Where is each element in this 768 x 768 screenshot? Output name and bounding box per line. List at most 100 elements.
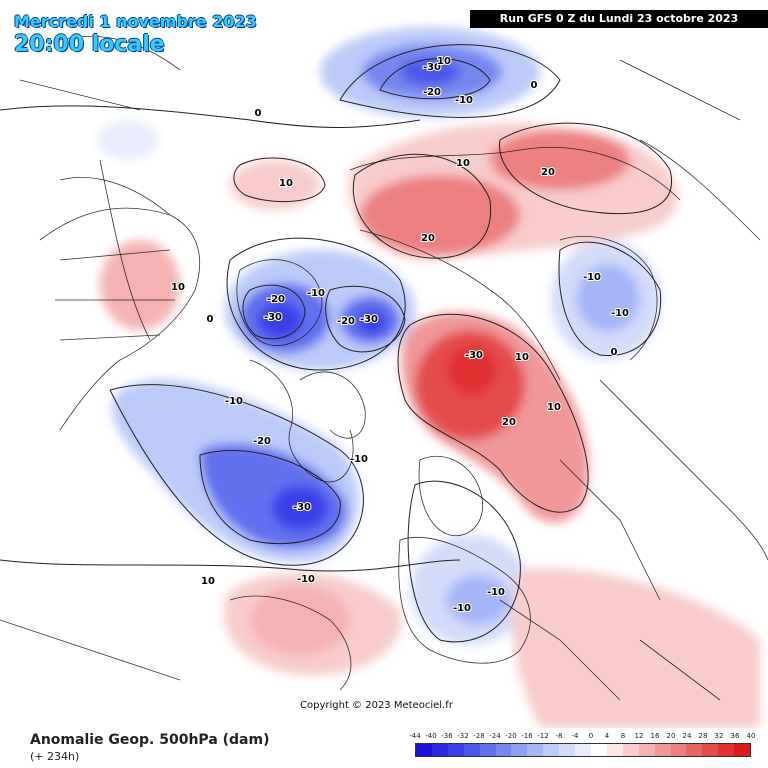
contour-label: 0 bbox=[531, 80, 538, 91]
contour-label: 10 bbox=[201, 576, 215, 587]
legend-swatch bbox=[686, 744, 703, 756]
contour-label: 10 bbox=[547, 402, 561, 413]
contour-line bbox=[352, 153, 492, 259]
contour-line bbox=[325, 285, 406, 353]
contour-label: 0 bbox=[255, 108, 262, 119]
legend-tick: -12 bbox=[537, 732, 549, 740]
legend-swatch bbox=[590, 744, 607, 756]
legend-tick: 12 bbox=[634, 732, 644, 740]
contour-line bbox=[242, 284, 306, 340]
coastline bbox=[229, 595, 352, 691]
legend-tick: -32 bbox=[457, 732, 469, 740]
legend-tick: 24 bbox=[682, 732, 692, 740]
contour-label: 10 bbox=[456, 158, 470, 169]
legend-swatch bbox=[606, 744, 623, 756]
high-anomaly-area bbox=[100, 240, 180, 330]
legend-swatch bbox=[511, 744, 528, 756]
contour-label: -10 bbox=[307, 288, 325, 299]
legend-tick: 32 bbox=[714, 732, 724, 740]
legend-ticks: -44 -40 -36 -32 -28 -24 -20 -16 -12 -8 -4 0 4 8 12 16 20… bbox=[409, 732, 755, 742]
contour-label: -30 bbox=[293, 502, 311, 513]
coastline bbox=[249, 359, 354, 483]
run-info: Run GFS 0 Z du Lundi 23 octobre 2023 bbox=[470, 10, 768, 28]
contour-line bbox=[199, 450, 341, 545]
contour-label: 10 bbox=[437, 56, 451, 67]
contour-label: -10 bbox=[455, 95, 473, 106]
legend-swatch bbox=[718, 744, 735, 756]
contour-label: -10 bbox=[487, 587, 505, 598]
legend-swatches bbox=[415, 743, 751, 757]
legend-tick: -24 bbox=[489, 732, 501, 740]
contour-line bbox=[558, 241, 662, 357]
low-anomaly-center bbox=[272, 486, 328, 530]
contour-line bbox=[339, 44, 561, 118]
high-anomaly-area bbox=[230, 160, 320, 210]
legend-tick: 20 bbox=[666, 732, 676, 740]
contour-label: 10 bbox=[171, 282, 185, 293]
legend-swatch bbox=[734, 744, 751, 756]
contour-line bbox=[226, 237, 406, 371]
contour-label: -10 bbox=[611, 308, 629, 319]
contour-line bbox=[499, 122, 672, 215]
coastline bbox=[418, 455, 483, 537]
legend-tick: 36 bbox=[730, 732, 740, 740]
contour-label: -10 bbox=[225, 396, 243, 407]
low-anomaly-center bbox=[400, 58, 460, 86]
contour-label: -30 bbox=[360, 314, 378, 325]
legend-swatch bbox=[575, 744, 591, 756]
contour-label: -10 bbox=[350, 454, 368, 465]
legend-tick: -8 bbox=[555, 732, 563, 740]
forecast-time: 20:00 locale bbox=[14, 32, 165, 57]
legend-swatch bbox=[622, 744, 639, 756]
legend-swatch bbox=[670, 744, 687, 756]
coastline bbox=[398, 536, 531, 664]
coastline bbox=[39, 207, 201, 431]
contour-line bbox=[0, 559, 461, 572]
high-anomaly-core bbox=[360, 175, 520, 255]
contour-line bbox=[379, 58, 491, 100]
legend-tick: 28 bbox=[698, 732, 708, 740]
legend-tick: -4 bbox=[571, 732, 579, 740]
coastline bbox=[236, 259, 323, 346]
coastline bbox=[599, 379, 768, 561]
legend-tick: -36 bbox=[441, 732, 453, 740]
anomaly-map: -30 10 -20 -10 0 0 10 20 20 10 10 0 -20 -10 -30 -20 -30-… bbox=[0, 27, 768, 728]
contour-line bbox=[397, 313, 589, 513]
copyright: Copyright © 2023 Meteociel.fr bbox=[300, 700, 453, 711]
low-anomaly-center bbox=[358, 310, 386, 334]
low-anomaly-area bbox=[98, 120, 158, 160]
high-anomaly-core bbox=[250, 585, 350, 655]
legend-swatch bbox=[463, 744, 480, 756]
contour-line bbox=[109, 384, 364, 566]
low-anomaly-core bbox=[576, 264, 640, 332]
coastline bbox=[559, 235, 658, 361]
legend-tick: 40 bbox=[746, 732, 756, 740]
forecast-lead: (+ 234h) bbox=[30, 750, 80, 763]
legend-swatch bbox=[431, 744, 448, 756]
legend-swatch bbox=[495, 744, 512, 756]
coastline bbox=[619, 59, 761, 241]
color-legend: -44 -40 -36 -32 -28 -24 -20 -16 -12 -8 -4 0 4 8 12 16 20… bbox=[409, 732, 755, 757]
legend-tick: -40 bbox=[425, 732, 437, 740]
footer: Anomalie Geop. 500hPa (dam) (+ 234h) -44… bbox=[0, 728, 768, 768]
contour-line bbox=[233, 157, 326, 203]
legend-tick: -20 bbox=[505, 732, 517, 740]
contour-label: 0 bbox=[611, 347, 618, 358]
legend-swatch bbox=[638, 744, 655, 756]
high-anomaly-core bbox=[490, 130, 630, 190]
legend-swatch bbox=[654, 744, 671, 756]
contour-line bbox=[407, 480, 521, 643]
contour-label: 0 bbox=[207, 314, 214, 325]
legend-tick: 4 bbox=[604, 732, 610, 740]
legend-swatch bbox=[543, 744, 560, 756]
legend-tick: 16 bbox=[650, 732, 660, 740]
contour-label: -10 bbox=[583, 272, 601, 283]
legend-swatch bbox=[479, 744, 496, 756]
coastline bbox=[299, 371, 366, 439]
contour-label: 10 bbox=[279, 178, 293, 189]
legend-tick: -44 bbox=[409, 732, 421, 740]
contour-label: -10 bbox=[297, 574, 315, 585]
legend-tick: 0 bbox=[588, 732, 594, 740]
legend-swatch bbox=[447, 744, 464, 756]
